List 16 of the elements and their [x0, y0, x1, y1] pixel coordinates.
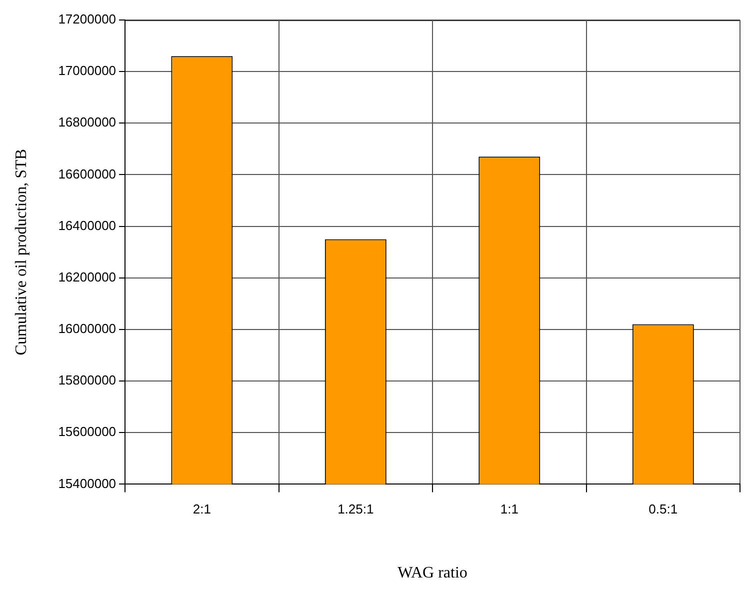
y-axis-title: Cumulative oil production, STB	[12, 148, 30, 356]
x-axis-title: WAG ratio	[398, 564, 468, 582]
y-tick-label: 16000000	[58, 321, 116, 336]
y-tick-label: 16600000	[58, 166, 116, 182]
x-tick-label: 1:1	[500, 502, 518, 517]
x-tick-label: 1.25:1	[338, 502, 374, 517]
y-tick-label: 16400000	[58, 218, 116, 233]
x-tick-label: 0.5:1	[648, 502, 678, 517]
y-tick-label: 17200000	[58, 12, 116, 27]
y-tick-label: 15400000	[58, 476, 116, 491]
y-tick-label: 16800000	[58, 114, 116, 130]
y-tick-label: 15600000	[58, 424, 116, 440]
x-tick-label: 2:1	[192, 502, 211, 517]
y-tick-label: 17000000	[58, 63, 116, 78]
y-tick-label: 16200000	[58, 269, 116, 284]
y-tick-label: 15800000	[58, 372, 116, 388]
